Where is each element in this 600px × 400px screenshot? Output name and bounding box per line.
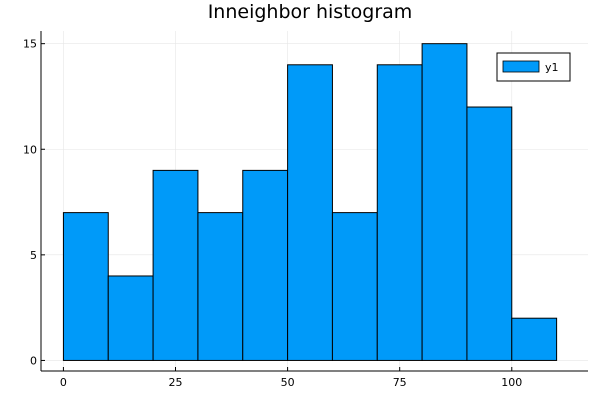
histogram-bar xyxy=(466,106,513,361)
histogram-bar xyxy=(197,212,244,361)
y-tick-label: 15 xyxy=(23,38,37,51)
histogram-bar xyxy=(287,64,333,361)
chart-title: Inneighbor histogram xyxy=(208,1,413,23)
x-tick-label: 100 xyxy=(501,376,522,389)
histogram-bar xyxy=(421,43,468,361)
histogram-bar xyxy=(376,64,423,361)
legend-swatch-y1 xyxy=(502,60,540,73)
y-tick-label: 10 xyxy=(23,143,37,156)
y-tick-label: 0 xyxy=(30,354,37,367)
bars xyxy=(62,43,558,361)
histogram-bar xyxy=(331,212,378,361)
histogram-bar xyxy=(511,317,558,361)
x-tick-label: 25 xyxy=(169,376,183,389)
x-tick-label: 50 xyxy=(281,376,295,389)
histogram-bar xyxy=(242,169,289,361)
x-ticks: 0 25 50 75 100 xyxy=(60,367,522,389)
histogram-bar xyxy=(107,275,154,361)
x-tick-label: 75 xyxy=(393,376,407,389)
x-tick-label: 0 xyxy=(60,376,67,389)
y-tick-label: 5 xyxy=(30,249,37,262)
axes xyxy=(40,31,588,372)
histogram-bar xyxy=(62,212,109,361)
y-ticks: 0 5 10 15 xyxy=(23,38,45,367)
legend: y1 xyxy=(496,52,571,82)
histogram-bar xyxy=(152,169,199,361)
legend-label-y1: y1 xyxy=(545,61,559,74)
